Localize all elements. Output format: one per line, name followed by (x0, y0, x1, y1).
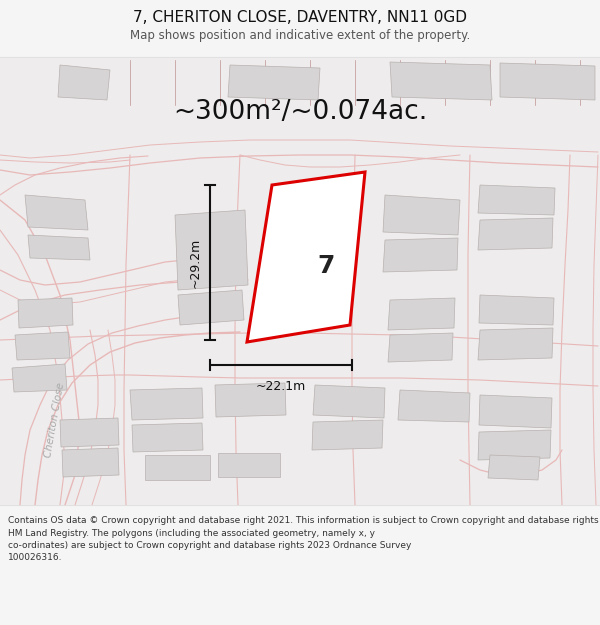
Polygon shape (478, 185, 555, 215)
Polygon shape (383, 238, 458, 272)
Polygon shape (313, 385, 385, 418)
Polygon shape (145, 455, 210, 480)
Polygon shape (58, 65, 110, 100)
Polygon shape (28, 235, 90, 260)
Polygon shape (398, 390, 470, 422)
Text: ~22.1m: ~22.1m (256, 380, 306, 393)
Polygon shape (388, 333, 453, 362)
Polygon shape (479, 295, 554, 325)
Polygon shape (178, 290, 244, 325)
Polygon shape (390, 62, 492, 100)
Text: ~29.2m: ~29.2m (189, 238, 202, 288)
Polygon shape (228, 65, 320, 100)
Polygon shape (60, 418, 119, 447)
Text: 7, CHERITON CLOSE, DAVENTRY, NN11 0GD: 7, CHERITON CLOSE, DAVENTRY, NN11 0GD (133, 11, 467, 26)
Polygon shape (218, 453, 280, 477)
Polygon shape (478, 328, 553, 360)
Polygon shape (500, 63, 595, 100)
Polygon shape (12, 364, 67, 392)
Polygon shape (478, 218, 553, 250)
Bar (0, 57, 600, 505)
Polygon shape (25, 195, 88, 230)
Polygon shape (18, 298, 73, 328)
Polygon shape (388, 298, 455, 330)
Text: 7: 7 (318, 254, 335, 278)
Polygon shape (62, 448, 119, 477)
Polygon shape (247, 172, 365, 342)
Polygon shape (478, 430, 551, 460)
Text: ~300m²/~0.074ac.: ~300m²/~0.074ac. (173, 99, 427, 125)
Polygon shape (132, 423, 203, 452)
Polygon shape (175, 210, 248, 290)
Polygon shape (130, 388, 203, 420)
Text: Cheriton Close: Cheriton Close (43, 382, 67, 458)
Polygon shape (215, 383, 286, 417)
Polygon shape (312, 420, 383, 450)
Text: Map shows position and indicative extent of the property.: Map shows position and indicative extent… (130, 29, 470, 42)
Polygon shape (383, 195, 460, 235)
Text: Contains OS data © Crown copyright and database right 2021. This information is : Contains OS data © Crown copyright and d… (8, 516, 600, 562)
Polygon shape (488, 455, 540, 480)
Polygon shape (15, 332, 70, 360)
Polygon shape (479, 395, 552, 428)
